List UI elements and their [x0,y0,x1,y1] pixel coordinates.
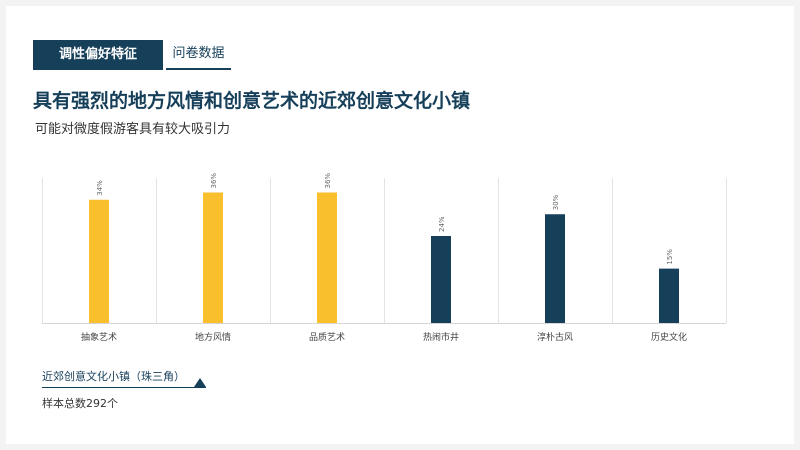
tag-secondary: 问卷数据 [166,40,231,70]
legend-label: 近郊创意文化小镇（珠三角） [42,370,185,383]
x-tick-label: 品质艺术 [309,331,345,343]
data-label: 34% [96,180,104,196]
x-tick-label: 历史文化 [651,331,687,343]
bar [317,192,337,323]
bar [431,236,451,323]
data-label: 36% [324,173,332,189]
sample-size: 样本总数292个 [42,397,118,410]
x-tick-label: 地方风情 [195,331,231,343]
x-tick-label: 热闹市井 [423,331,459,343]
section-tag: 调性偏好特征 问卷数据 [33,40,231,70]
x-tick-label: 抽象艺术 [81,331,117,343]
data-label: 15% [666,249,674,265]
data-label: 24% [438,216,446,232]
page-subtitle: 可能对微度假游客具有较大吸引力 [35,122,231,137]
data-label: 36% [210,173,218,189]
data-label: 30% [552,194,560,210]
slide [6,6,794,444]
legend-marker-icon [194,378,206,387]
bar [659,268,679,323]
bar [203,192,223,323]
legend-underline [42,387,206,388]
bar [89,199,109,323]
x-tick-label: 淳朴古风 [537,331,573,343]
chart-legend: 近郊创意文化小镇（珠三角） [42,368,212,388]
tag-primary: 调性偏好特征 [33,40,163,70]
bar [545,214,565,323]
page-title: 具有强烈的地方风情和创意艺术的近郊创意文化小镇 [33,90,471,112]
